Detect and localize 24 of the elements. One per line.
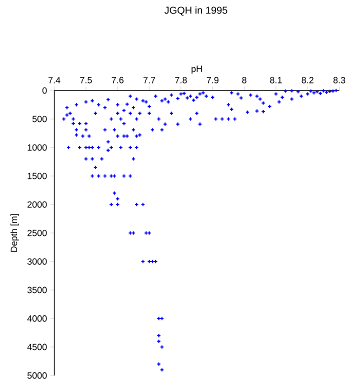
x-tick-label: 7.7 <box>143 77 156 84</box>
y-tick-label: 1000 <box>28 144 47 151</box>
x-tick-label: 8.1 <box>270 76 282 84</box>
x-tick-label: 7.6 <box>112 76 124 84</box>
chart-title: JGQH in 1995 <box>164 6 228 16</box>
y-tick-label: 3000 <box>27 258 47 265</box>
y-tick-label: 500 <box>32 116 47 122</box>
x-tick-label: 7.5 <box>80 77 92 84</box>
y-tick-label: 4000 <box>27 315 47 322</box>
y-tick-label: 1500 <box>28 172 47 180</box>
y-tick-label: 2500 <box>28 230 47 236</box>
y-tick-label: 2000 <box>28 201 47 208</box>
y-axis-title: Depth [m] <box>10 214 19 252</box>
y-tick-label: 5000 <box>27 372 47 379</box>
x-tick-label: 8 <box>242 76 246 84</box>
y-tick-label: 4500 <box>27 344 47 350</box>
x-tick-label: 8.3 <box>333 76 346 84</box>
x-axis-title: pH <box>192 66 202 74</box>
x-tick-label: 7.4 <box>48 77 60 84</box>
x-tick-label: 7.9 <box>206 76 218 84</box>
x-tick-label: 8.2 <box>302 76 314 84</box>
y-tick-label: 0 <box>42 87 47 94</box>
y-tick-label: 3500 <box>27 286 47 294</box>
x-tick-label: 7.8 <box>175 76 187 84</box>
